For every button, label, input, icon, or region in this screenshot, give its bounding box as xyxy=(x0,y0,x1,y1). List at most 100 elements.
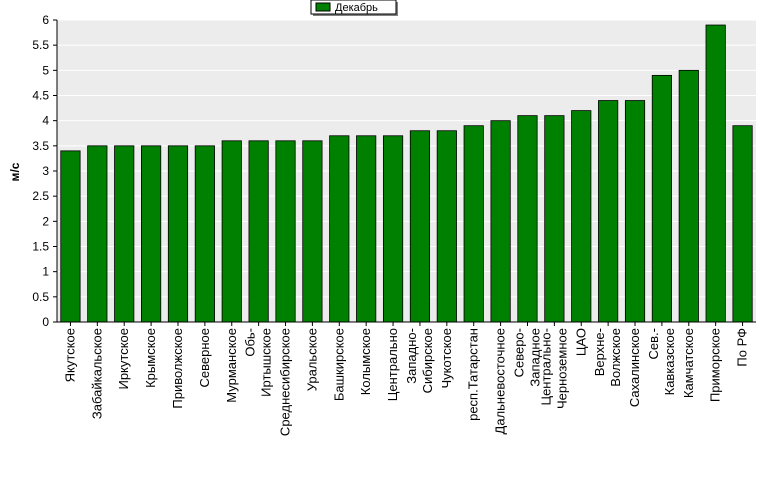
x-tick-label: Колымское xyxy=(358,328,373,395)
x-tick-label-line: Забайкальское xyxy=(89,328,104,419)
x-tick-label: Уральское xyxy=(304,328,319,391)
x-tick-label-line: Камчатское xyxy=(681,328,696,398)
legend-swatch xyxy=(315,2,331,12)
x-tick-label-line: Центрально xyxy=(385,328,400,401)
x-tick-label-line: Среднесибирское xyxy=(278,328,293,436)
x-tick-label: Сахалинское xyxy=(627,328,642,407)
y-tick-label: 0 xyxy=(42,315,49,329)
legend: Декабрь xyxy=(310,0,398,16)
x-tick-label-line: Кавказское xyxy=(662,328,677,395)
x-tick-label-line: Мурманское xyxy=(224,328,239,403)
bar xyxy=(624,100,646,323)
x-tick-label-line: Северное xyxy=(197,328,212,387)
y-tick-label: 5.5 xyxy=(32,38,49,52)
bar xyxy=(329,135,350,323)
x-tick-label: Сев.-Кавказское xyxy=(646,328,677,395)
bar xyxy=(409,130,431,323)
y-tick-label: 4 xyxy=(42,114,49,128)
y-axis-ticks: 0 0.5 1 1.5 2 2.5 3 3.5 4 4.5 5 5.5 6 xyxy=(32,13,57,329)
x-tick-label-line: ЦАО xyxy=(573,328,588,356)
x-tick-label: Приволжское xyxy=(170,328,185,409)
bar xyxy=(302,140,323,323)
x-tick-label-line: Западное xyxy=(527,328,542,387)
x-tick-label-line: Волжское xyxy=(608,328,623,387)
x-tick-label-line: Верхне- xyxy=(592,328,607,376)
bar-series xyxy=(60,24,753,323)
bar xyxy=(382,135,404,323)
x-tick-label: респ.Татарстан xyxy=(466,328,481,421)
bar xyxy=(114,145,135,323)
x-tick-label: Центрально-Черноземное xyxy=(538,328,569,409)
x-tick-label-line: Приморское xyxy=(708,328,723,402)
x-tick-label: Северо-Западное xyxy=(511,328,542,387)
bar xyxy=(517,115,538,323)
x-tick-label: Чукотское xyxy=(439,328,454,389)
legend-label: Декабрь xyxy=(335,2,378,14)
y-tick-label: 4.5 xyxy=(32,89,49,103)
x-axis-labels: Якутское Забайкальское Иркутское Крымское Пр… xyxy=(62,322,750,436)
x-tick-label: Камчатское xyxy=(681,328,696,398)
bar xyxy=(248,140,269,323)
x-tick-label: Якутское xyxy=(62,328,77,382)
x-tick-label-line: Северо- xyxy=(511,328,526,377)
y-tick-label: 3.5 xyxy=(32,139,49,153)
bar xyxy=(194,145,215,323)
bar xyxy=(356,135,377,323)
x-tick-label: Обь-Иртышское xyxy=(243,328,274,397)
x-tick-label: Башкирское xyxy=(331,328,346,401)
bar xyxy=(732,125,753,323)
x-tick-label: По РФ xyxy=(735,328,750,367)
x-tick-label: Верхне-Волжское xyxy=(592,328,623,387)
bar xyxy=(167,145,189,323)
bar xyxy=(87,145,108,323)
y-tick-label: 3 xyxy=(42,164,49,178)
x-tick-label: Дальневосточное xyxy=(493,328,508,434)
bar xyxy=(705,24,726,323)
x-tick-label-line: Обь- xyxy=(243,328,258,357)
x-tick-label: Центрально xyxy=(385,328,400,401)
bar xyxy=(221,140,242,323)
x-tick-label: Забайкальское xyxy=(89,328,104,419)
y-tick-label: 2 xyxy=(42,214,49,228)
bar xyxy=(141,145,162,323)
x-tick-label-line: Крымское xyxy=(143,328,158,388)
x-tick-label-line: Чукотское xyxy=(439,328,454,389)
x-tick-label: Мурманское xyxy=(224,328,239,403)
x-tick-label-line: Башкирское xyxy=(331,328,346,401)
x-tick-label-line: Иркутское xyxy=(116,328,131,390)
x-tick-label-line: Черноземное xyxy=(554,328,569,409)
x-tick-label-line: респ.Татарстан xyxy=(466,328,481,421)
x-tick-label-line: Западно- xyxy=(404,328,419,384)
x-tick-label-line: Приволжское xyxy=(170,328,185,409)
y-tick-label: 1 xyxy=(42,265,49,279)
bar xyxy=(544,115,565,323)
bar xyxy=(463,125,484,323)
x-tick-label-line: Якутское xyxy=(62,328,77,382)
y-tick-label: 0.5 xyxy=(32,290,49,304)
bar xyxy=(436,130,457,323)
x-tick-label-line: Иртышское xyxy=(259,328,274,397)
y-tick-label: 5 xyxy=(42,63,49,77)
bar xyxy=(598,100,619,323)
x-tick-label: Крымское xyxy=(143,328,158,388)
legend-box xyxy=(310,0,397,15)
y-axis-title: м/с xyxy=(8,162,22,181)
bar xyxy=(651,74,672,323)
bar xyxy=(678,69,699,323)
bar xyxy=(60,150,81,323)
x-tick-label: Западно-Сибирское xyxy=(404,328,435,393)
bar xyxy=(275,140,296,323)
x-tick-label: ЦАО xyxy=(573,328,588,356)
x-tick-label: Иркутское xyxy=(116,328,131,390)
x-tick-label-line: По РФ xyxy=(735,328,750,367)
bar xyxy=(571,110,592,323)
y-tick-label: 6 xyxy=(42,13,49,27)
x-tick-label: Северное xyxy=(197,328,212,387)
x-tick-label-line: Колымское xyxy=(358,328,373,395)
x-tick-label-line: Сев.- xyxy=(646,328,661,359)
bar xyxy=(490,120,511,323)
x-tick-label: Приморское xyxy=(708,328,723,402)
x-tick-label: Среднесибирское xyxy=(278,328,293,436)
